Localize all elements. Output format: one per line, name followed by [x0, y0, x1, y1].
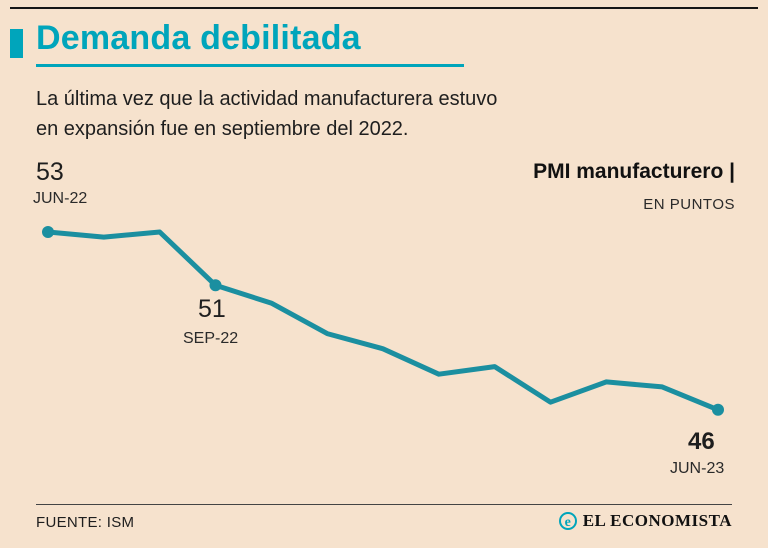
end-date-label: JUN-23: [670, 460, 725, 477]
top-divider: [10, 7, 758, 9]
start-value-label: 53: [36, 158, 64, 186]
data-point-dot: [209, 279, 222, 292]
source-label: FUENTE: ISM: [36, 514, 135, 531]
mid-value-label: 51: [198, 295, 226, 323]
subtitle-line-1: La última vez que la actividad manufactu…: [36, 88, 498, 110]
brand-logo: e EL ECONOMISTA: [558, 511, 732, 531]
subtitle-line-2: en expansión fue en septiembre del 2022.: [36, 118, 409, 140]
series-title: PMI manufacturero |: [533, 160, 735, 183]
end-value-label: 46: [688, 428, 715, 455]
title-underline: [36, 64, 464, 67]
series-units-label: EN PUNTOS: [643, 196, 735, 213]
mid-date-label: SEP-22: [183, 330, 239, 347]
start-date-label: JUN-22: [33, 190, 88, 207]
footer-divider: [36, 504, 732, 505]
title-accent-marker: [10, 29, 23, 58]
pmi-line: [45, 229, 721, 413]
brand-icon: e: [558, 512, 577, 530]
brand-name: EL ECONOMISTA: [582, 511, 732, 530]
data-point-dot: [712, 403, 724, 416]
chart-subtitle: La última vez que la actividad manufactu…: [36, 84, 497, 144]
pmi-data-dots: [42, 226, 724, 416]
page-title: Demanda debilitada: [36, 19, 361, 57]
data-point-dot: [42, 226, 54, 238]
